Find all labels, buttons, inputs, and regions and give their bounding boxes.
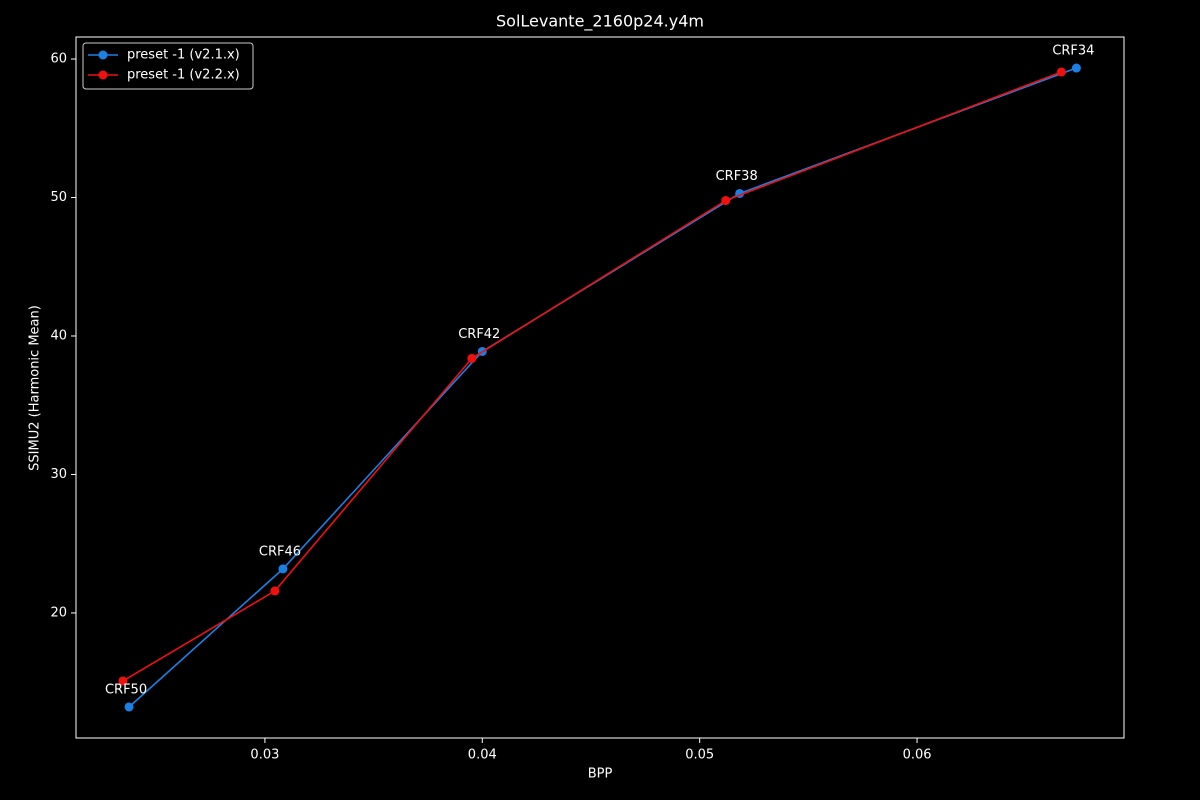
y-tick-label: 60 bbox=[50, 52, 67, 67]
data-point bbox=[467, 353, 477, 363]
annotation: CRF42 bbox=[458, 327, 500, 342]
data-point bbox=[124, 702, 134, 712]
chart-title: SolLevante_2160p24.y4m bbox=[496, 12, 704, 32]
x-tick-label: 0.03 bbox=[250, 748, 279, 763]
data-point bbox=[278, 564, 288, 574]
legend-box bbox=[82, 42, 254, 90]
y-tick-label: 50 bbox=[50, 190, 67, 205]
data-point bbox=[1056, 67, 1066, 77]
annotation: CRF38 bbox=[716, 169, 758, 184]
data-point bbox=[118, 676, 128, 686]
y-tick-label: 20 bbox=[50, 605, 67, 620]
series-line bbox=[128, 67, 1077, 708]
legend-label: preset -1 (v2.1.x) bbox=[127, 48, 240, 63]
legend-marker bbox=[98, 70, 108, 80]
x-tick-label: 0.05 bbox=[685, 748, 714, 763]
y-tick-label: 40 bbox=[50, 328, 67, 343]
x-tick-label: 0.06 bbox=[903, 748, 932, 763]
legend-marker bbox=[98, 50, 108, 60]
data-point bbox=[1071, 63, 1081, 73]
series-line bbox=[122, 71, 1062, 682]
data-point bbox=[721, 196, 731, 206]
y-axis-label: SSIMU2 (Harmonic Mean) bbox=[28, 305, 43, 471]
legend-label: preset -1 (v2.2.x) bbox=[127, 68, 240, 83]
y-tick-label: 30 bbox=[50, 467, 67, 482]
annotation: CRF46 bbox=[259, 544, 301, 559]
data-point bbox=[270, 586, 280, 596]
plot-frame bbox=[75, 36, 1125, 739]
annotation: CRF34 bbox=[1052, 44, 1094, 59]
x-axis-label: BPP bbox=[588, 767, 613, 782]
x-tick-label: 0.04 bbox=[468, 748, 497, 763]
annotation: CRF50 bbox=[105, 682, 147, 697]
